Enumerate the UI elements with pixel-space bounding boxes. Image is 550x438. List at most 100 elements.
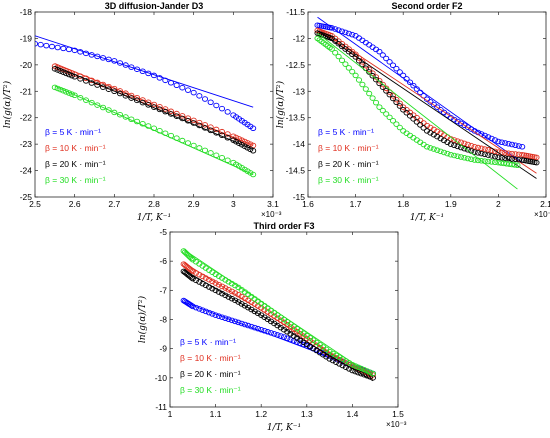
data-point: [379, 107, 386, 114]
series-1: [35, 35, 257, 132]
series-3: [180, 268, 376, 382]
y-tick-label: -10: [155, 373, 168, 383]
fit-line: [54, 65, 254, 150]
data-point: [403, 110, 410, 116]
legend-entry: β = 30 K · min⁻¹: [45, 175, 106, 185]
data-point: [212, 280, 219, 286]
y-tick-label: -25: [20, 192, 33, 202]
data-point: [133, 66, 141, 72]
data-point: [502, 155, 509, 161]
y-tick-label: -19: [20, 33, 33, 43]
data-point: [420, 125, 427, 131]
data-point: [338, 28, 346, 35]
data-point: [386, 91, 393, 98]
data-point: [533, 154, 540, 161]
data-point: [396, 69, 403, 75]
data-point: [512, 156, 519, 162]
data-point: [393, 96, 400, 103]
data-point: [461, 140, 468, 147]
data-point: [133, 97, 141, 104]
data-point: [71, 92, 78, 98]
data-point: [82, 78, 90, 84]
data-point: [358, 365, 365, 372]
legend-entry: β = 5 K · min⁻¹: [318, 127, 374, 137]
data-point: [468, 156, 475, 162]
y-tick-label: -13.5: [286, 113, 306, 123]
data-point: [478, 150, 485, 157]
data-point: [383, 55, 390, 62]
data-point: [369, 70, 376, 76]
data-point: [491, 148, 499, 155]
legend-entry: β = 20 K · min⁻¹: [180, 369, 241, 379]
data-point: [372, 99, 380, 106]
data-point: [287, 336, 294, 343]
x-tick-label: 1.3: [301, 409, 313, 419]
data-point: [376, 48, 383, 55]
y-tick-label: -21: [20, 86, 33, 96]
data-point: [512, 151, 519, 157]
y-tick-label: -8: [159, 315, 167, 325]
y-tick-label: -14: [293, 139, 306, 149]
x-tick-label: 2.6: [69, 199, 81, 209]
data-point: [228, 295, 235, 302]
legend: β = 5 K · min⁻¹ β = 10 K · min⁻¹ β = 20 K …: [318, 127, 379, 185]
data-point: [366, 66, 373, 73]
data-point: [105, 107, 112, 113]
data-point: [225, 294, 232, 300]
data-point: [94, 102, 101, 108]
data-point: [464, 147, 471, 153]
data-point: [352, 72, 359, 79]
data-point: [361, 366, 368, 373]
data-point: [505, 141, 512, 147]
data-point: [474, 150, 482, 156]
x-tick-label: 1.2: [255, 409, 267, 419]
data-point: [376, 77, 383, 84]
y-tick-label: -24: [20, 166, 33, 176]
y-tick-label: -18: [20, 7, 33, 17]
y-tick-label: -20: [20, 60, 33, 70]
fit-line: [183, 269, 374, 382]
data-point: [162, 106, 169, 112]
series-4: [314, 32, 521, 190]
fit-line: [317, 16, 523, 164]
y-tick-label: -12.5: [286, 60, 306, 70]
data-point: [444, 150, 451, 157]
data-point: [219, 283, 226, 290]
data-point: [369, 73, 376, 79]
legend: β = 5 K · min⁻¹ β = 10 K · min⁻¹ β = 20 K …: [180, 337, 241, 395]
data-point: [359, 81, 366, 88]
fit-line: [183, 249, 374, 377]
data-point: [396, 124, 403, 131]
data-point: [464, 155, 471, 162]
data-point: [366, 69, 373, 75]
x-axis-exponent: ×10⁻³: [534, 210, 550, 219]
data-point: [297, 340, 304, 347]
data-point: [111, 88, 118, 95]
data-point: [508, 150, 516, 157]
data-point: [359, 59, 366, 65]
data-point: [189, 275, 196, 282]
data-point: [332, 50, 339, 56]
data-point: [145, 99, 152, 105]
data-point: [383, 111, 390, 117]
data-point: [369, 95, 376, 101]
data-point: [406, 79, 414, 85]
data-point: [508, 156, 516, 162]
data-point: [400, 107, 407, 113]
data-point: [461, 145, 468, 152]
x-axis-exponent: ×10⁻³: [386, 420, 407, 429]
data-point: [485, 147, 492, 153]
y-axis-label: ln(g(α)/T²): [275, 80, 286, 128]
data-point: [150, 101, 158, 108]
x-tick-label: 1.5: [392, 409, 404, 419]
data-point: [188, 267, 195, 274]
legend-entry: β = 30 K · min⁻¹: [318, 175, 379, 185]
data-point: [188, 255, 195, 262]
data-point: [389, 95, 397, 102]
data-point: [512, 142, 519, 149]
data-point: [328, 46, 335, 52]
data-point: [417, 122, 424, 128]
series-1: [314, 16, 526, 164]
x-tick-label: 2.9: [188, 199, 200, 209]
